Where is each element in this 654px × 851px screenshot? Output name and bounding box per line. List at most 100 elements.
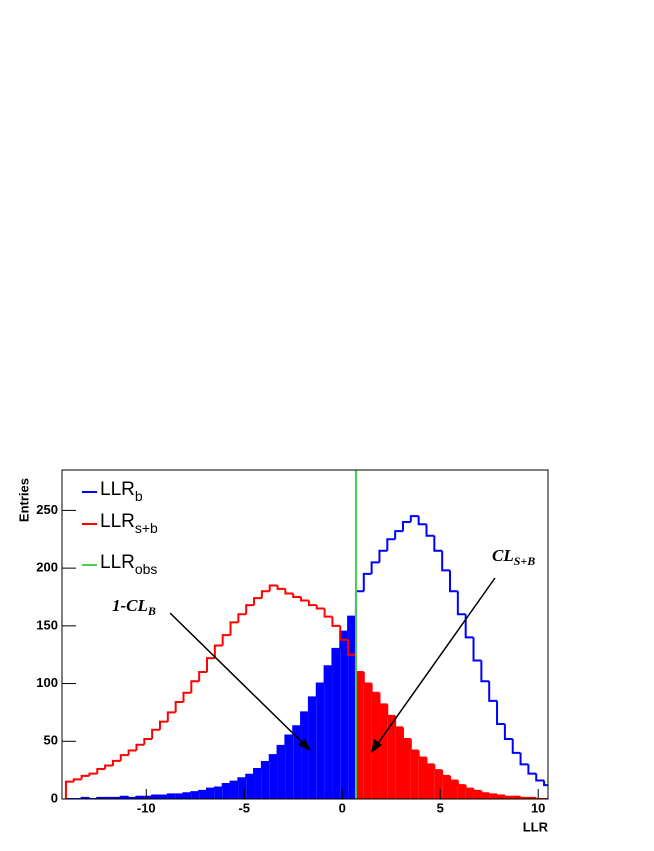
- histogram-step: [253, 767, 262, 775]
- histogram-step: [496, 794, 505, 797]
- histogram-step: [158, 720, 168, 730]
- histogram-step: [417, 516, 427, 526]
- bar: [254, 768, 262, 799]
- histogram-step: [331, 647, 341, 667]
- histogram-step: [527, 764, 537, 775]
- histogram-step: [386, 538, 396, 551]
- histogram-step: [166, 793, 176, 796]
- frame: [61, 469, 549, 800]
- histogram-step: [300, 711, 309, 727]
- histogram-step: [237, 613, 247, 623]
- bar: [238, 778, 247, 799]
- histogram-step: [284, 588, 294, 595]
- plot-area: [64, 470, 548, 799]
- histogram-step: [229, 780, 239, 784]
- bar: [152, 795, 160, 799]
- arrowhead: [298, 739, 311, 751]
- bar: [332, 648, 341, 799]
- histogram-step: [292, 593, 302, 598]
- bar: [230, 781, 239, 799]
- bar: [144, 796, 153, 799]
- histogram-step: [519, 752, 529, 766]
- histogram-step: [198, 671, 208, 682]
- bar: [199, 790, 208, 799]
- histogram-step: [323, 608, 333, 618]
- bar: [355, 672, 364, 799]
- histogram-step: [409, 515, 419, 522]
- histogram-step: [480, 790, 490, 795]
- annotation: 1-CLB: [112, 596, 156, 618]
- histogram-step: [221, 782, 231, 788]
- y-tick-label: 250: [36, 502, 58, 517]
- arrow: [373, 577, 496, 750]
- bar: [324, 666, 333, 799]
- histogram-step: [198, 789, 208, 793]
- bar: [246, 774, 255, 799]
- arrow: [169, 612, 309, 749]
- histogram-step: [135, 743, 145, 751]
- x-tick-label: 0: [339, 800, 346, 815]
- annotation-subscript: B: [147, 604, 156, 618]
- histogram-step: [88, 772, 98, 776]
- bar: [418, 757, 427, 799]
- histogram-step: [151, 728, 160, 739]
- histogram-step: [378, 692, 388, 706]
- histogram-step: [182, 792, 192, 795]
- bar: [159, 795, 168, 799]
- histogram-step: [268, 584, 278, 592]
- histogram-step: [260, 761, 270, 769]
- y-tick-label: 0: [51, 790, 58, 805]
- bar: [269, 755, 278, 799]
- histogram-step: [362, 572, 372, 592]
- histogram-step: [127, 749, 137, 756]
- histogram-step: [213, 644, 223, 659]
- histogram-step: [245, 604, 255, 615]
- bar: [442, 775, 451, 799]
- bar: [497, 795, 505, 799]
- histogram-step: [174, 701, 184, 713]
- bar: [457, 785, 466, 799]
- histogram-step: [284, 734, 294, 746]
- bar: [293, 726, 302, 799]
- bar: [285, 735, 294, 799]
- series: [64, 584, 548, 799]
- bar: [512, 796, 521, 799]
- histogram-step: [119, 754, 129, 761]
- histogram-step: [425, 757, 435, 766]
- histogram-step: [519, 796, 529, 799]
- legend-subscript: s+b: [135, 520, 158, 536]
- histogram-step: [456, 780, 466, 787]
- histogram-step: [449, 775, 458, 782]
- legend-entry: LLRs+b: [100, 511, 158, 536]
- histogram-step: [213, 786, 223, 789]
- bar: [489, 794, 498, 799]
- histogram-step: [409, 738, 419, 752]
- bar: [340, 631, 349, 799]
- histogram-step: [425, 524, 435, 537]
- histogram-step: [268, 754, 278, 763]
- histogram-step: [433, 535, 443, 552]
- bar: [167, 794, 176, 799]
- histogram-step: [96, 767, 106, 774]
- histogram-step: [347, 615, 356, 632]
- histogram-step: [401, 727, 411, 740]
- bar: [222, 783, 231, 799]
- histogram-step: [206, 787, 215, 791]
- x-tick-label: 10: [531, 800, 545, 815]
- legend-text: LLR: [100, 511, 135, 532]
- histogram-step: [535, 773, 545, 782]
- annotations: 1-CLB CLS+B: [112, 546, 535, 753]
- bar: [191, 792, 200, 799]
- histogram-step: [456, 591, 466, 616]
- bar: [348, 616, 356, 799]
- histogram-step: [104, 764, 113, 769]
- legend-entry: LLRb: [100, 479, 143, 504]
- arrowhead: [371, 739, 382, 753]
- histogram-step: [464, 614, 474, 639]
- histogram-step: [394, 530, 403, 540]
- histogram-step: [111, 759, 121, 766]
- bar: [175, 794, 184, 799]
- bar: [434, 770, 443, 799]
- histogram-step: [127, 796, 137, 799]
